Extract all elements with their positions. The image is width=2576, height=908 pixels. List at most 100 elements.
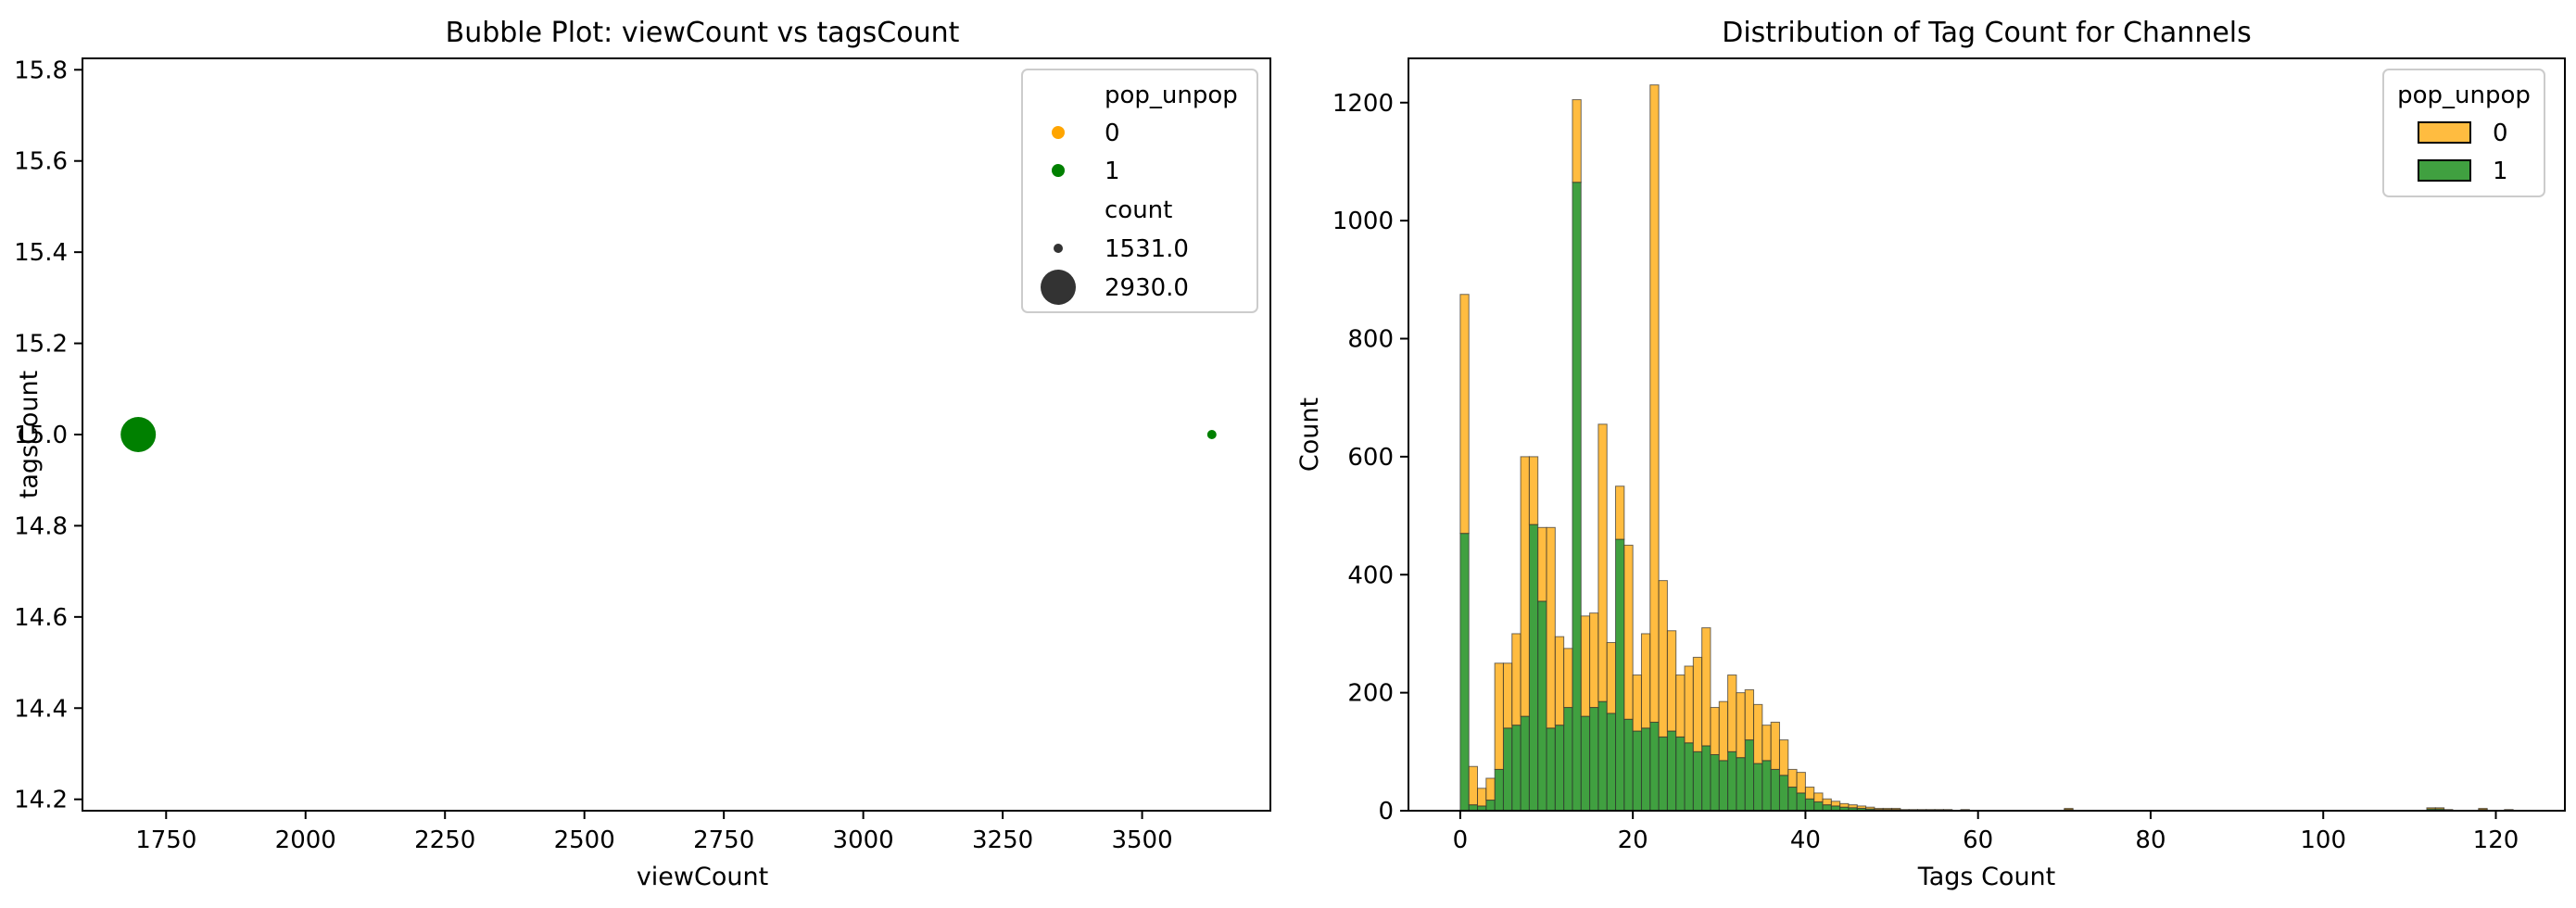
histogram-bar-series-0 xyxy=(1589,612,1599,709)
legend-label-1: 1 xyxy=(1105,158,1120,185)
legend-title: pop_unpop xyxy=(2397,82,2531,109)
y-tick-label: 600 xyxy=(1347,444,1394,472)
x-tick-label: 3250 xyxy=(972,826,1033,854)
histogram-bar-series-1 xyxy=(1666,730,1677,812)
histogram-bar-series-0 xyxy=(1546,526,1556,729)
bubble-plot-legend: pop_unpop 0 1 count 1531.0 2930.0 xyxy=(1021,69,1258,313)
histogram-bar-series-0 xyxy=(1710,707,1720,755)
x-tick-label: 2750 xyxy=(693,826,754,854)
histogram-bar-series-0 xyxy=(1787,768,1798,788)
histogram-bar-series-1 xyxy=(1778,775,1789,812)
legend-label-0: 0 xyxy=(1105,120,1120,147)
histogram-bar-series-1 xyxy=(1640,727,1651,812)
histogram-bar-series-0 xyxy=(1632,675,1642,732)
histogram-bar-series-0 xyxy=(1666,630,1677,732)
histogram-title: Distribution of Tag Count for Channels xyxy=(1722,17,2252,49)
histogram-bar-series-1 xyxy=(1710,753,1720,812)
x-tick-label: 120 xyxy=(2473,826,2519,854)
legend-hue-title: pop_unpop xyxy=(1105,82,1238,109)
histogram-bar-series-0 xyxy=(1572,99,1582,183)
bubble-plot-points xyxy=(120,417,1217,452)
histogram-panel: Distribution of Tag Count for Channels 0… xyxy=(1295,17,2566,891)
histogram-bar-series-0 xyxy=(1563,648,1573,709)
histogram-bar-series-0 xyxy=(1874,807,1884,811)
y-tick-label: 14.6 xyxy=(14,604,68,632)
histogram-bar-series-0 xyxy=(1468,765,1479,806)
legend-size-marker-large xyxy=(1041,270,1076,305)
x-tick-label: 0 xyxy=(1453,826,1469,854)
histogram-bar-series-0 xyxy=(1701,627,1711,747)
histogram-bar-series-1 xyxy=(1528,523,1539,812)
histogram-bar-series-0 xyxy=(1796,772,1806,794)
legend-size-title: count xyxy=(1105,196,1172,224)
bubble-plot-y-axis-label: tagsCount xyxy=(15,371,44,499)
bubble-plot-x-ticks: 1750 2000 2250 2500 2750 3000 3250 3500 xyxy=(135,811,1173,854)
histogram-bar-series-1 xyxy=(1692,750,1703,812)
legend-size-label-small: 1531.0 xyxy=(1105,235,1189,263)
legend-marker-0 xyxy=(1052,126,1065,139)
histogram-y-ticks: 0 200 400 600 800 1000 1200 xyxy=(1332,90,1408,826)
y-tick-label: 1200 xyxy=(1332,90,1394,118)
y-tick-label: 15.6 xyxy=(14,148,68,176)
histogram-legend: pop_unpop 0 1 xyxy=(2382,69,2545,197)
histogram-bar-series-1 xyxy=(1649,721,1660,812)
histogram-bar-series-1 xyxy=(1796,792,1806,812)
legend-size-marker-small xyxy=(1054,244,1063,253)
histogram-bar-series-1 xyxy=(1459,533,1470,812)
histogram-bar-series-0 xyxy=(1770,721,1780,770)
histogram-bar-series-1 xyxy=(1563,707,1573,812)
histogram-bar-series-1 xyxy=(1485,800,1496,812)
histogram-bar-series-1 xyxy=(1623,718,1634,812)
histogram-bar-series-0 xyxy=(1891,807,1901,811)
histogram-x-ticks: 0 20 40 60 80 100 120 xyxy=(1453,811,2519,854)
histogram-bar-series-0 xyxy=(1856,805,1867,809)
histogram-bar-series-0 xyxy=(1615,486,1625,540)
histogram-bar-series-0 xyxy=(1502,662,1513,729)
histogram-bar-series-0 xyxy=(1528,456,1539,525)
legend-swatch-0 xyxy=(2418,121,2471,144)
x-tick-label: 2500 xyxy=(554,826,615,854)
y-tick-label: 800 xyxy=(1347,326,1394,354)
histogram-bar-series-0 xyxy=(1554,636,1565,726)
histogram-bar-series-0 xyxy=(1762,725,1772,762)
x-tick-label: 100 xyxy=(2300,826,2346,854)
histogram-bar-series-0 xyxy=(1537,526,1547,602)
histogram-bar-series-0 xyxy=(1692,656,1703,752)
y-tick-label: 15.0 xyxy=(14,422,68,449)
histogram-bar-series-0 xyxy=(1778,739,1789,776)
y-tick-label: 400 xyxy=(1347,561,1394,589)
legend-label-0: 0 xyxy=(2493,120,2508,147)
histogram-bar-series-0 xyxy=(1813,792,1824,802)
bubble-plot-y-ticks: 14.2 14.4 14.6 14.8 15.0 15.2 15.4 15.6 15.8 xyxy=(14,57,82,814)
histogram-bar-series-1 xyxy=(1813,801,1824,812)
histogram-bar-series-0 xyxy=(1744,688,1755,741)
histogram-bar-series-1 xyxy=(1744,739,1755,812)
histogram-bar-series-0 xyxy=(1727,675,1737,752)
x-tick-label: 2000 xyxy=(275,826,336,854)
x-tick-label: 80 xyxy=(2135,826,2166,854)
histogram-y-axis-label: Count xyxy=(1295,397,1324,472)
y-tick-label: 15.2 xyxy=(14,331,68,359)
histogram-bar-series-1 xyxy=(1511,725,1522,812)
histogram-bar-series-0 xyxy=(1848,804,1858,809)
histogram-bar-series-1 xyxy=(1736,757,1746,812)
histogram-bar-series-0 xyxy=(2434,807,2445,810)
histogram-bar-series-0 xyxy=(1640,633,1651,729)
histogram-bar-series-1 xyxy=(1804,798,1815,812)
histogram-bar-series-0 xyxy=(1494,662,1504,770)
histogram-bar-series-1 xyxy=(1597,700,1608,812)
histogram-bar-series-1 xyxy=(1770,768,1780,812)
histogram-bar-series-0 xyxy=(1882,807,1893,811)
histogram-bar-series-0 xyxy=(1718,700,1729,762)
histogram-bar-series-1 xyxy=(1658,736,1668,812)
histogram-x-axis-label: Tags Count xyxy=(1917,863,2056,891)
histogram-bar-series-1 xyxy=(1580,715,1591,812)
histogram-bar-series-0 xyxy=(1485,777,1496,801)
histogram-bar-series-1 xyxy=(1727,750,1737,812)
histogram-bar-series-1 xyxy=(1787,787,1798,812)
histogram-bar-series-0 xyxy=(1580,615,1591,717)
histogram-bar-series-0 xyxy=(2478,807,2488,811)
x-tick-label: 40 xyxy=(1790,826,1821,854)
histogram-bar-series-1 xyxy=(1589,707,1599,812)
histogram-bar-series-0 xyxy=(1865,806,1875,810)
